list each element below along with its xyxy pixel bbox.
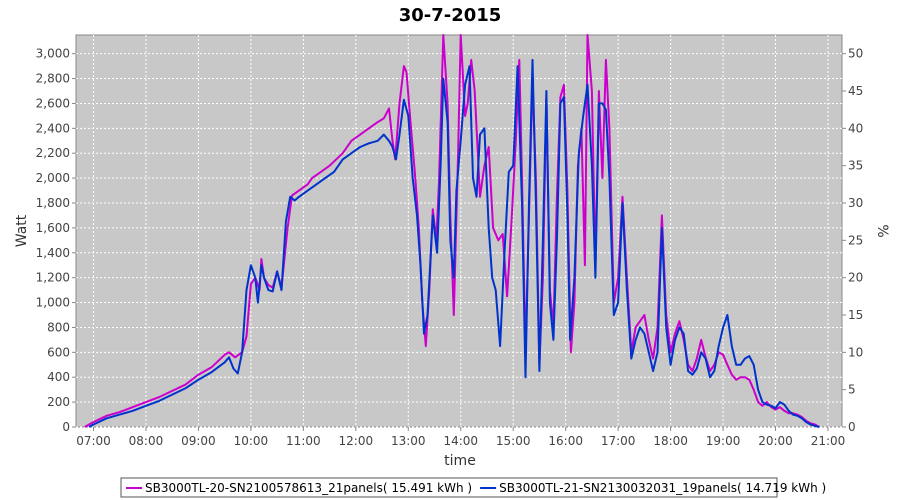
x-tick-label: 09:00	[181, 434, 216, 448]
y2-tick-label: 30	[848, 196, 863, 210]
y-tick-label: 3,000	[36, 47, 70, 61]
y-tick-label: 1,000	[36, 296, 70, 310]
y-tick-label: 2,800	[36, 72, 70, 86]
x-tick-label: 16:00	[548, 434, 583, 448]
y-tick-label: 400	[47, 370, 70, 384]
x-tick-label: 13:00	[391, 434, 426, 448]
x-axis-label: time	[444, 453, 476, 469]
y2-tick-label: 45	[848, 84, 863, 98]
x-tick-label: 17:00	[601, 434, 636, 448]
y2-tick-label: 25	[848, 233, 863, 247]
x-tick-label: 14:00	[443, 434, 478, 448]
x-tick-label: 10:00	[234, 434, 269, 448]
y-tick-label: 600	[47, 345, 70, 359]
y-tick-label: 2,600	[36, 96, 70, 110]
series-line-2	[88, 58, 820, 428]
grid-lines	[76, 35, 842, 428]
legend-label-2: SB3000TL-21-SN2130032031_19panels( 14.71…	[499, 481, 826, 495]
x-axis-ticks: 07:00 08:00 09:00 10:00 11:00 12:00 13:00 14:00…	[76, 427, 845, 448]
x-tick-label: 07:00	[76, 434, 111, 448]
y2-tick-label: 10	[848, 345, 863, 359]
y-axis-ticks: 0 200 400 600 800 1,000 1,200 1,400 1,600 1,800 2,…	[36, 47, 76, 434]
chart-title: 30-7-2015	[399, 5, 502, 26]
y-tick-label: 0	[62, 420, 70, 434]
y-tick-label: 2,000	[36, 171, 70, 185]
x-tick-label: 19:00	[706, 434, 741, 448]
legend-label-1: SB3000TL-20-SN2100578613_21panels( 15.49…	[145, 481, 472, 495]
y-tick-label: 2,400	[36, 121, 70, 135]
y2-tick-label: 20	[848, 271, 863, 285]
x-tick-label: 21:00	[811, 434, 846, 448]
y2-tick-label: 15	[848, 308, 863, 322]
series-layer	[84, 34, 820, 428]
y-tick-label: 1,800	[36, 196, 70, 210]
y-axis-label: Watt	[14, 214, 30, 247]
x-tick-label: 15:00	[496, 434, 531, 448]
y-tick-label: 1,400	[36, 246, 70, 260]
x-tick-label: 12:00	[339, 434, 374, 448]
y-tick-label: 200	[47, 395, 70, 409]
y2-tick-label: 5	[848, 383, 856, 397]
x-tick-label: 20:00	[758, 434, 793, 448]
y-tick-label: 800	[47, 320, 70, 334]
x-tick-label: 11:00	[286, 434, 321, 448]
y2-tick-label: 40	[848, 121, 863, 135]
x-tick-label: 08:00	[129, 434, 164, 448]
y-tick-label: 2,200	[36, 146, 70, 160]
y2-axis-ticks: 0 5 10 15 20 25 30 35 40 45 50	[842, 47, 863, 434]
y2-tick-label: 0	[848, 420, 856, 434]
legend-items: SB3000TL-20-SN2100578613_21panels( 15.49…	[126, 481, 826, 495]
y-tick-label: 1,600	[36, 221, 70, 235]
y-tick-label: 1,200	[36, 271, 70, 285]
y2-axis-label: %	[874, 224, 890, 237]
x-tick-label: 18:00	[653, 434, 688, 448]
y2-tick-label: 50	[848, 47, 863, 61]
y2-tick-label: 35	[848, 159, 863, 173]
legend	[120, 477, 778, 498]
